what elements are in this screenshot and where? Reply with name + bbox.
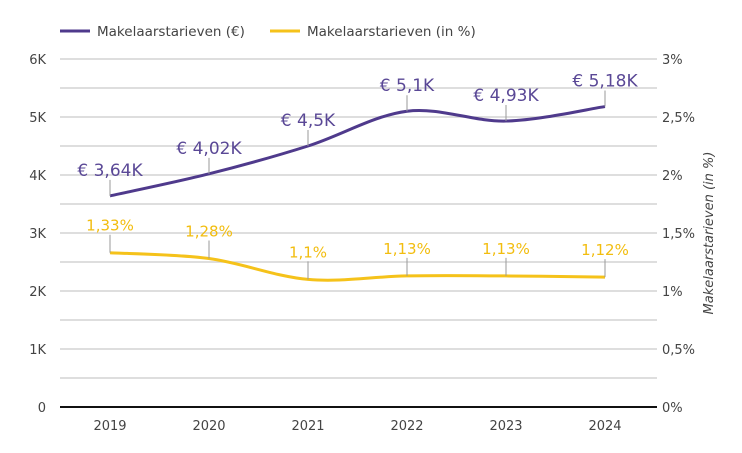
data-label-eur: € 4,02K <box>176 139 242 159</box>
right-tick-label: 0,5% <box>662 343 695 358</box>
x-tick-label: 2019 <box>93 419 126 434</box>
x-tick-label: 2023 <box>489 419 522 434</box>
data-label-eur: € 5,18K <box>572 72 638 92</box>
x-tick-label: 2020 <box>192 419 225 434</box>
x-axis: 2019 2020 2021 2022 2023 2024 <box>93 419 621 434</box>
right-tick-label: 2% <box>662 169 683 184</box>
x-tick-label: 2022 <box>390 419 423 434</box>
left-tick-label: 5K <box>29 111 46 126</box>
series-group: € 3,64K € 4,02K € 4,5K € 5,1K € 4,93K € 5,18K… <box>77 72 638 282</box>
right-tick-label: 1,5% <box>662 227 695 242</box>
left-tick-label: 6K <box>29 53 46 68</box>
right-axis-title: Makelaarstarieven (in %) <box>702 152 717 315</box>
data-label-pct: 1,28% <box>185 223 233 241</box>
left-tick-label: 0 <box>38 401 46 416</box>
right-tick-label: 1% <box>662 285 683 300</box>
data-label-pct: 1,13% <box>482 240 530 258</box>
right-tick-label: 0% <box>662 401 683 416</box>
data-label-eur: € 4,5K <box>281 111 336 131</box>
legend-label-pct[interactable]: Makelaarstarieven (in %) <box>307 24 476 40</box>
left-tick-label: 3K <box>29 227 46 242</box>
left-tick-label: 2K <box>29 285 46 300</box>
data-label-pct: 1,13% <box>383 240 431 258</box>
x-tick-label: 2024 <box>588 419 621 434</box>
left-tick-label: 1K <box>29 343 46 358</box>
data-label-eur: € 4,93K <box>473 86 539 106</box>
legend[interactable]: Makelaarstarieven (€) Makelaarstarieven … <box>60 24 476 40</box>
left-tick-label: 4K <box>29 169 46 184</box>
legend-label-eur[interactable]: Makelaarstarieven (€) <box>97 24 245 40</box>
data-label-pct: 1,12% <box>581 241 629 259</box>
data-label-pct: 1,33% <box>86 217 134 235</box>
series-line-eur <box>109 105 606 198</box>
right-tick-label: 3% <box>662 53 683 68</box>
x-tick-label: 2021 <box>291 419 324 434</box>
data-label-pct: 1,1% <box>289 243 327 261</box>
series-line-pct <box>109 251 606 282</box>
data-label-eur: € 5,1K <box>380 76 435 96</box>
data-label-eur: € 3,64K <box>77 161 143 181</box>
right-tick-label: 2,5% <box>662 111 695 126</box>
right-axis: 0% 0,5% 1% 1,5% 2% 2,5% 3% <box>662 53 695 416</box>
left-axis: 0 1K 2K 3K 4K 5K 6K <box>29 53 46 416</box>
gridlines <box>60 58 657 408</box>
